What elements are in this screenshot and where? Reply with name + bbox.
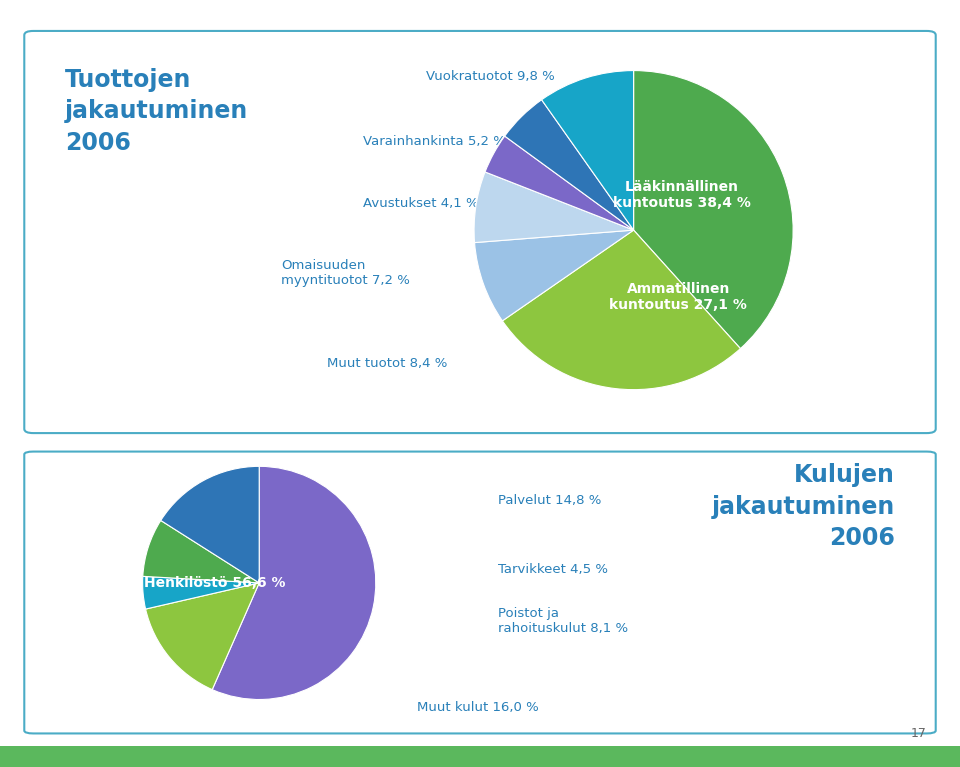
Text: Henkilöstö 56,6 %: Henkilöstö 56,6 % [144,576,286,590]
Wedge shape [502,230,740,390]
Wedge shape [212,466,375,700]
Wedge shape [143,521,259,583]
Text: 17: 17 [910,727,926,740]
Wedge shape [505,100,634,230]
Text: Muut kulut 16,0 %: Muut kulut 16,0 % [417,701,539,714]
Text: Lääkinnällinen
kuntoutus 38,4 %: Lääkinnällinen kuntoutus 38,4 % [612,180,751,210]
Text: Palvelut 14,8 %: Palvelut 14,8 % [498,494,601,507]
Text: Varainhankinta 5,2 %: Varainhankinta 5,2 % [363,135,506,148]
Text: Omaisuuden
myyntituotot 7,2 %: Omaisuuden myyntituotot 7,2 % [281,259,410,287]
Wedge shape [474,172,634,242]
Wedge shape [143,576,259,609]
Text: Vuokratuotot 9,8 %: Vuokratuotot 9,8 % [426,70,555,83]
Text: Tarvikkeet 4,5 %: Tarvikkeet 4,5 % [498,563,608,576]
Text: Muut tuotot 8,4 %: Muut tuotot 8,4 % [326,357,447,370]
Text: Kulujen
jakautuminen
2006: Kulujen jakautuminen 2006 [712,463,895,550]
Text: Tuottojen
jakautuminen
2006: Tuottojen jakautuminen 2006 [65,67,248,155]
Text: Ammatillinen
kuntoutus 27,1 %: Ammatillinen kuntoutus 27,1 % [610,282,747,312]
Wedge shape [146,583,259,690]
Text: Avustukset 4,1 %: Avustukset 4,1 % [363,197,478,210]
Wedge shape [160,466,259,583]
Text: Poistot ja
rahoituskulut 8,1 %: Poistot ja rahoituskulut 8,1 % [498,607,628,635]
Wedge shape [541,71,634,230]
Wedge shape [474,230,634,321]
Wedge shape [634,71,793,348]
Wedge shape [485,136,634,230]
